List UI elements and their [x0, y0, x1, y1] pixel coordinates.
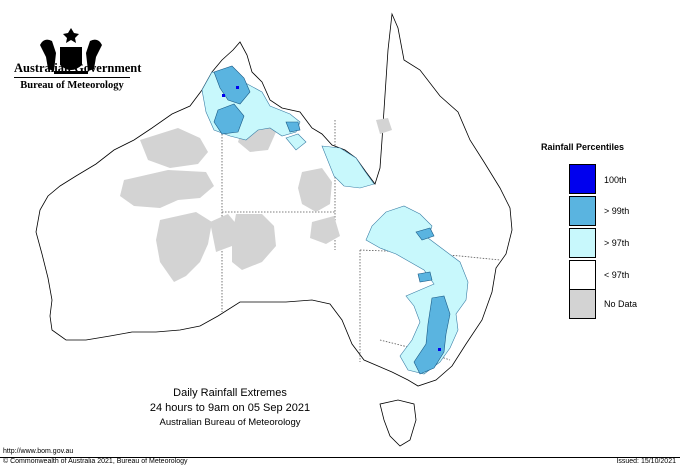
map-caption: Daily Rainfall Extremes 24 hours to 9am … — [120, 386, 340, 430]
legend-swatch-99th — [569, 196, 596, 226]
legend-swatch-no-data — [569, 289, 596, 319]
above-99th-areas — [213, 65, 451, 375]
australia-mainland — [35, 12, 513, 387]
legend-title: Rainfall Percentiles — [541, 142, 625, 152]
legend-label-97th: > 97th — [604, 238, 630, 248]
tasmania — [379, 399, 417, 447]
footer-issued-date: Issued: 15/10/2021 — [616, 458, 676, 465]
legend-label-below-97th: < 97th — [604, 270, 630, 280]
record-100th-points — [222, 86, 441, 351]
footer-divider — [0, 457, 680, 458]
footer-copyright: © Commonwealth of Australia 2021, Bureau… — [3, 458, 188, 465]
caption-title: Daily Rainfall Extremes — [173, 387, 287, 399]
legend-swatch-97th — [569, 228, 596, 258]
caption-source: Australian Bureau of Meteorology — [159, 417, 301, 428]
legend-swatch-below-97th — [569, 260, 596, 290]
coat-of-arms-icon — [40, 28, 102, 74]
legend-label-100th: 100th — [604, 175, 627, 185]
caption-period: 24 hours to 9am on 05 Sep 2021 — [149, 402, 311, 414]
legend-label-99th: > 99th — [604, 206, 630, 216]
legend-label-no-data: No Data — [604, 299, 638, 309]
header-divider — [14, 77, 130, 78]
bureau-name: Bureau of Meteorology — [20, 80, 124, 91]
legend-swatch-100th — [569, 164, 596, 194]
government-title: Australian Government — [14, 61, 142, 75]
footer-url-link[interactable]: http://www.bom.gov.au — [3, 448, 74, 455]
